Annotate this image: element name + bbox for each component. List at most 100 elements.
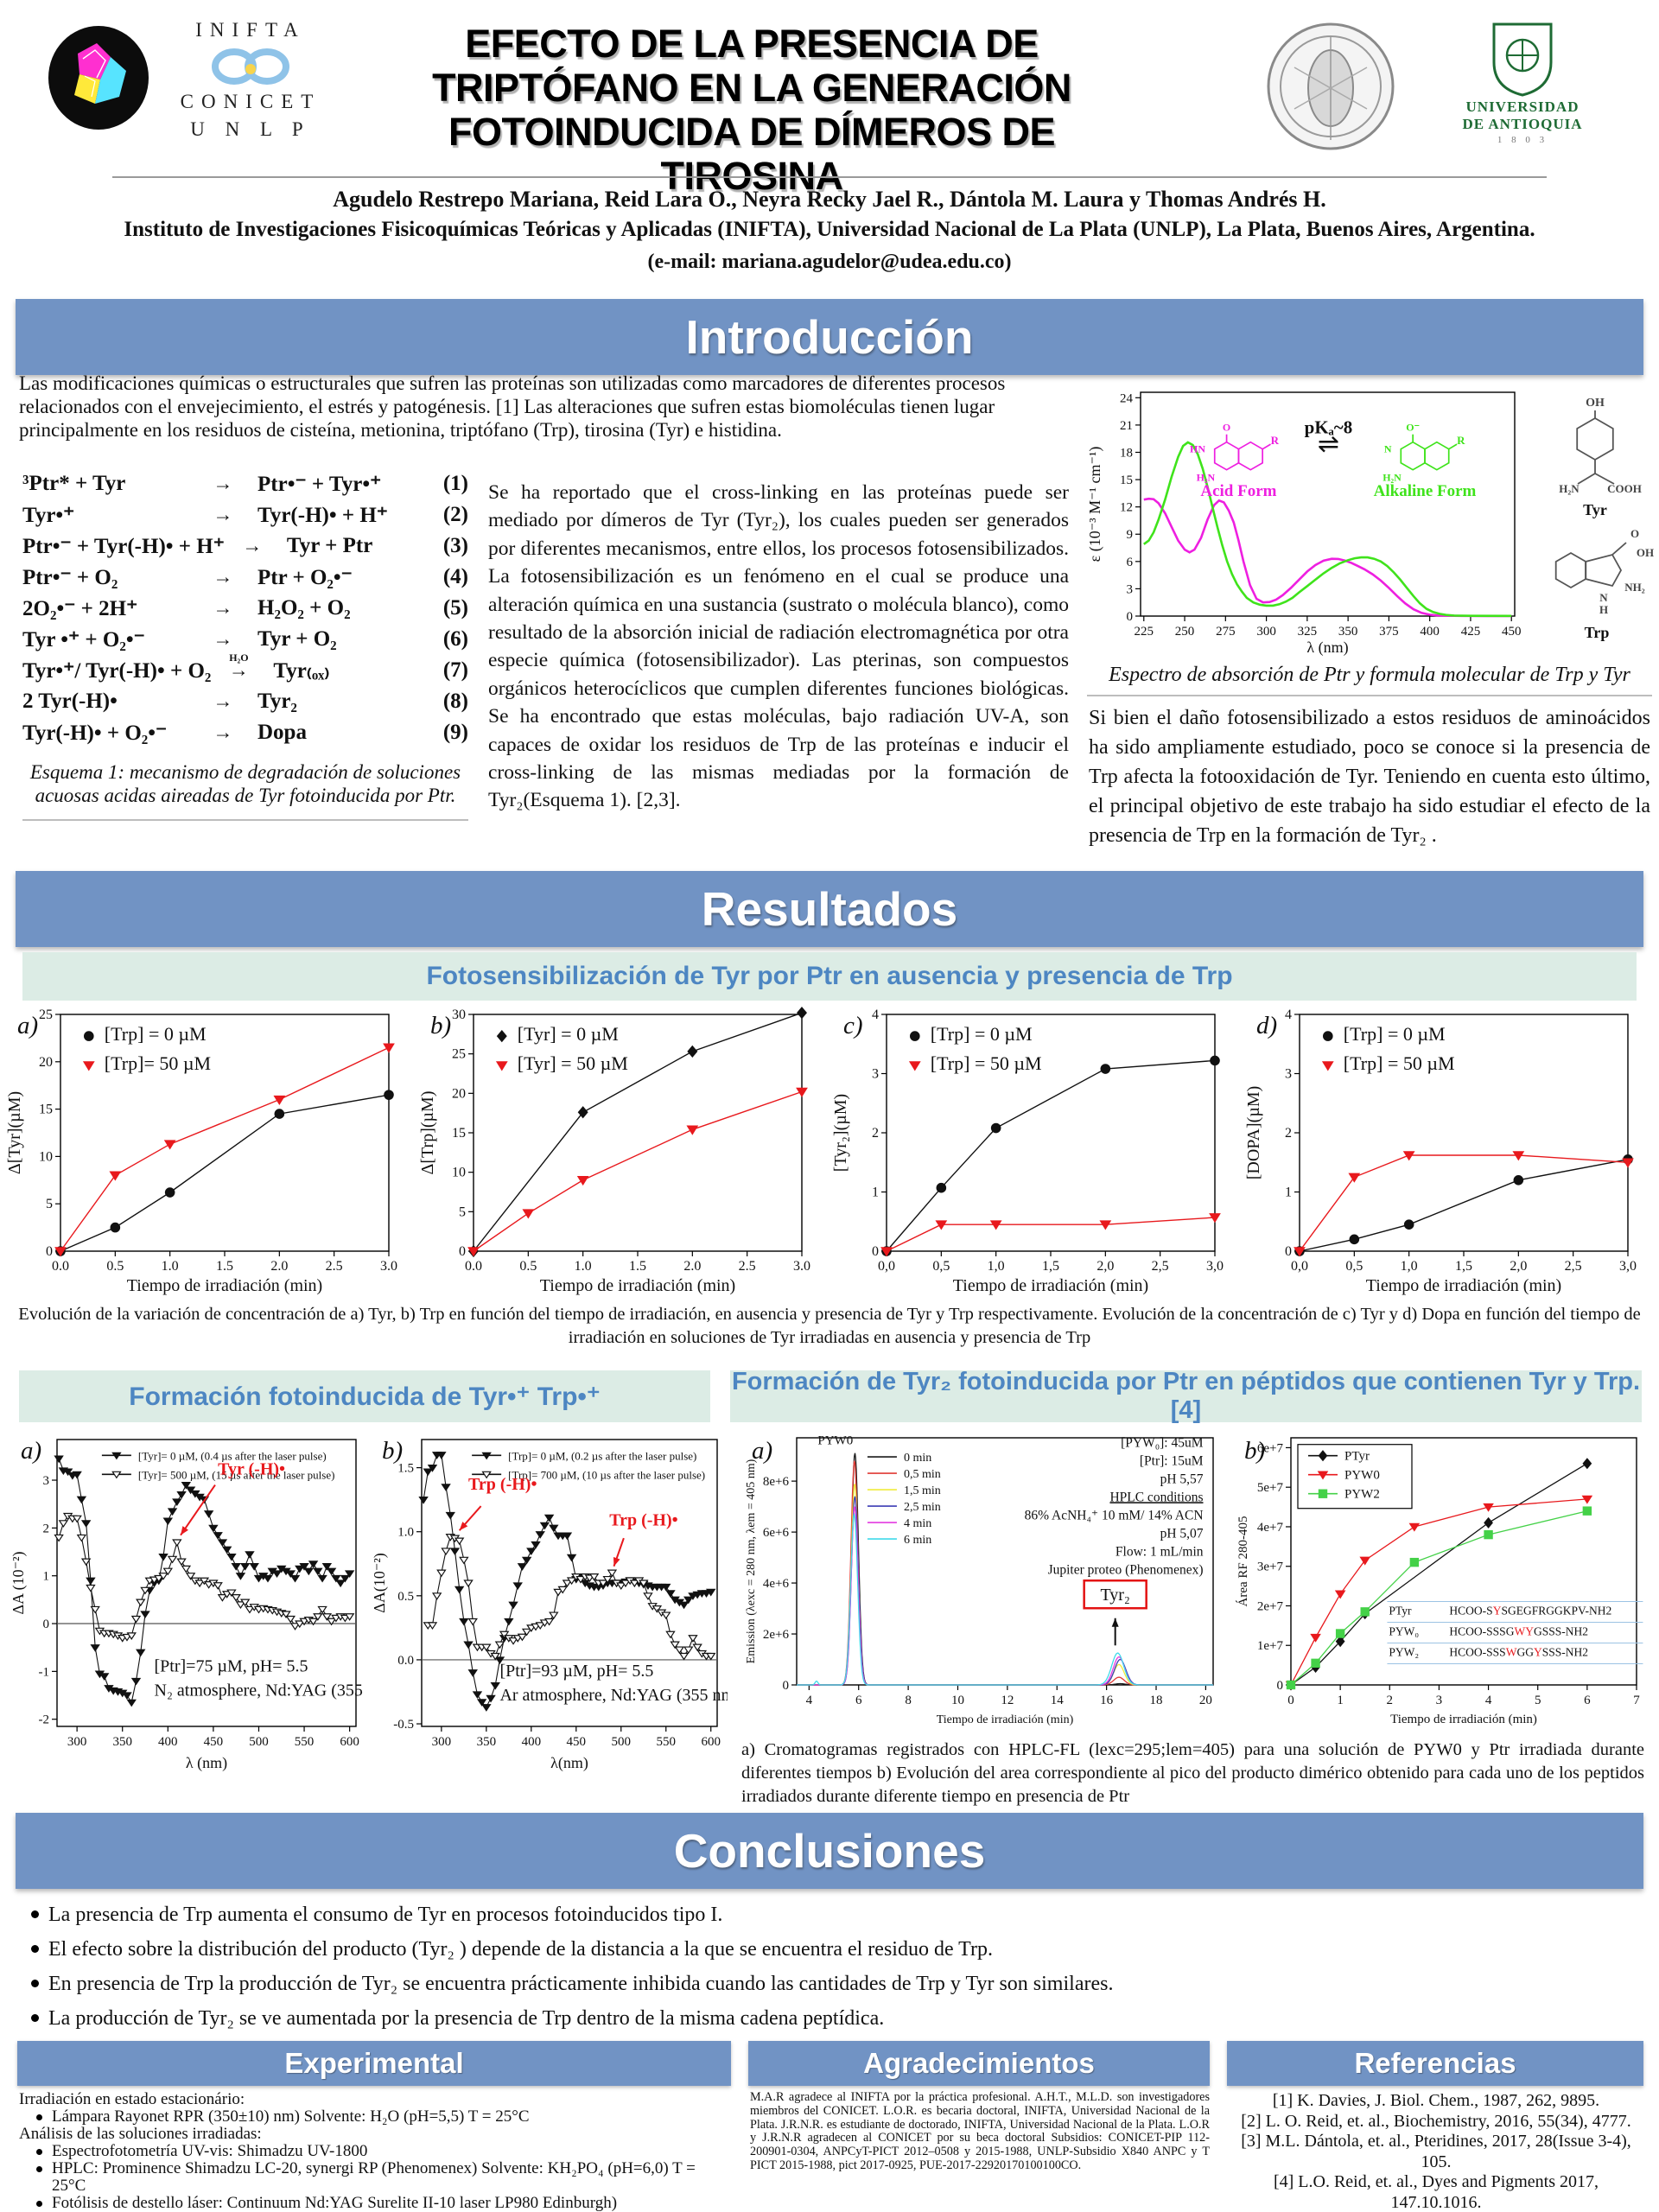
svg-text:1,0: 1,0 [1401,1259,1418,1274]
svg-text:10: 10 [452,1166,466,1180]
svg-text:2: 2 [1285,1126,1292,1141]
svg-text:300: 300 [67,1735,87,1749]
svg-text:[Tyr]= 500 µM, (15 µs after t: [Tyr]= 500 µM, (15 µs after the laser pu… [138,1468,335,1481]
reference-item: [2] L. O. Reid, et. al., Biochemistry, 2… [1241,2111,1631,2131]
subsection-strip-radicales: Formación fotoinducida de Tyr•⁺ Trp•⁺ [19,1370,710,1422]
svg-text:15: 15 [1120,474,1133,487]
svg-text:3: 3 [43,1474,50,1488]
svg-text:pH 5,07: pH 5,07 [1160,1526,1204,1541]
udea-name-line2: DE ANTIOQUIA [1462,116,1583,132]
agradecimientos-content: M.A.R agradece al INIFTA por la práctica… [750,2090,1210,2173]
inifta-label: INIFTA [195,19,306,41]
svg-text:HCOO-SSSGWYGSSS-NH2: HCOO-SSSGWYGSSS-NH2 [1449,1625,1588,1638]
svg-text:0.0: 0.0 [465,1259,482,1274]
svg-text:⇌: ⇌ [1318,429,1339,458]
svg-text:18: 18 [1120,446,1133,460]
results-lower-row: 300 350 400 450 500 550 600 -2 -1 0 1 2 3 λ (nm) ΔA (1… [0,1431,1659,1811]
svg-text:-1: -1 [39,1665,50,1679]
section-band-agradecimientos: Agradecimientos [748,2041,1210,2086]
svg-text:2: 2 [43,1522,50,1535]
svg-text:15: 15 [452,1126,466,1141]
svg-text:5e+7: 5e+7 [1257,1481,1284,1495]
svg-text:N₂ atmosphere, Nd:YAG (355 nm): N₂ atmosphere, Nd:YAG (355 nm) [155,1681,366,1700]
scheme-caption: Esquema 1: mecanismo de degradación de s… [29,761,461,806]
svg-text:30: 30 [452,1007,466,1022]
svg-text:Tiempo de irradiación (min): Tiempo de irradiación (min) [127,1276,322,1295]
section-title-experimental: Experimental [284,2047,464,2079]
svg-text:OH: OH [1637,546,1654,559]
svg-text:R: R [1271,434,1280,447]
conicet-infinity-icon [212,48,289,85]
svg-text:0 min: 0 min [904,1452,931,1465]
svg-text:[Trp]= 50 µM: [Trp]= 50 µM [105,1052,211,1074]
svg-text:H₂N: H₂N [1559,482,1580,495]
svg-text:6e+6: 6e+6 [763,1526,790,1540]
svg-text:PTyr: PTyr [1389,1605,1412,1618]
scheme-rule [22,819,468,821]
svg-text:[Tyr] = 0 µM: [Tyr] = 0 µM [518,1023,619,1045]
svg-text:1,5: 1,5 [1455,1259,1472,1274]
experimental-line: Irradiación en estado estacionário: [19,2090,245,2108]
svg-text:1,0: 1,0 [988,1259,1005,1274]
svg-text:[Trp] = 0 µM: [Trp] = 0 µM [931,1023,1033,1045]
intro-paragraph-2: Se ha reportado que el cross-linking en … [488,481,1069,812]
svg-text:9: 9 [1127,528,1134,542]
reference-item: [1] K. Davies, J. Biol. Chem., 1987, 262… [1272,2091,1600,2110]
svg-text:Tiempo de irradiación (min): Tiempo de irradiación (min) [1390,1713,1537,1726]
svg-text:H₂N: H₂N [1197,472,1216,484]
svg-text:2,5: 2,5 [1152,1259,1169,1274]
svg-text:1.5: 1.5 [629,1259,646,1274]
svg-text:Acid Form: Acid Form [1200,482,1276,500]
svg-text:400: 400 [1420,625,1440,639]
intro-right-rule [1087,695,1652,696]
svg-text:0.5: 0.5 [519,1259,537,1274]
svg-text:1.0: 1.0 [575,1259,592,1274]
svg-text:H: H [1599,603,1608,616]
svg-text:450: 450 [204,1735,224,1749]
svg-text:2: 2 [872,1126,879,1141]
header-rule [112,176,1547,178]
svg-text:20: 20 [452,1086,466,1101]
subsection-title-radicales: Formación fotoinducida de Tyr•⁺ Trp•⁺ [129,1382,601,1411]
conicet-label: CONICET [180,91,321,112]
svg-text:[DOPA](µM): [DOPA](µM) [1246,1086,1263,1180]
svg-text:450: 450 [567,1735,587,1749]
svg-text:4 min: 4 min [904,1517,931,1530]
svg-text:ε (10⁻³ M⁻¹ cm⁻¹): ε (10⁻³ M⁻¹ cm⁻¹) [1087,447,1104,563]
svg-text:14: 14 [1051,1694,1065,1707]
svg-text:HCOO-SYSGEGFRGGKPV-NH2: HCOO-SYSGEGFRGGKPV-NH2 [1449,1605,1611,1618]
experimental-content: Irradiación en estado estacionário: Lámpa… [19,2091,731,2212]
equation-row: Tyr •⁺ + O₂•⁻ → Tyr + O₂ (6) [22,627,468,652]
udea-crest-icon [1492,22,1553,97]
svg-text:2.5: 2.5 [326,1259,343,1274]
svg-text:[Trp]= 0 µM, (0.2 µs after the: [Trp]= 0 µM, (0.2 µs after the laser pul… [508,1449,696,1462]
svg-text:Flow: 1 mL/min: Flow: 1 mL/min [1116,1544,1204,1559]
svg-text:PTyr: PTyr [1344,1450,1370,1464]
section-band-resultados: Resultados [16,871,1643,947]
chart-delta-trp: 0.0 0.5 1.0 1.5 2.0 2.5 3.0 0 5 10 15 20 25 30 Tiempo … [420,1007,810,1295]
svg-text:0: 0 [1127,610,1134,624]
svg-text:COOH: COOH [1607,482,1642,495]
svg-text:pH 5,57: pH 5,57 [1160,1471,1204,1486]
svg-text:0: 0 [43,1618,50,1631]
svg-text:R: R [1457,434,1465,447]
svg-text:λ(nm): λ(nm) [550,1754,588,1772]
equation-row: Tyr•⁺ → Tyr(-H)• + H⁺ (2) [22,503,468,527]
svg-text:PYW2: PYW2 [1344,1488,1380,1502]
svg-text:1: 1 [43,1570,50,1584]
chart-tyr2: 0,0 0,5 1,0 1,5 2,0 2,5 3,0 0 1 2 3 4 Tiempo de irra… [833,1007,1224,1295]
svg-text:[Trp]= 700 µM, (10 µs after th: [Trp]= 700 µM, (10 µs after the laser pu… [508,1468,705,1481]
svg-text:Trp (-H)•: Trp (-H)• [468,1475,537,1494]
section-band-conclusiones: Conclusiones [16,1813,1643,1889]
conclusion-bullet: El efecto sobre la distribución del prod… [24,1932,1636,1967]
svg-text:86% AcNH₄⁺ 10 mM/ 14% ACN: 86% AcNH₄⁺ 10 mM/ 14% ACN [1025,1508,1204,1522]
svg-text:ΔA(10⁻²): ΔA(10⁻²) [372,1553,389,1612]
affiliation-line: Instituto de Investigaciones Fisicoquími… [124,218,1535,241]
svg-text:0: 0 [459,1244,466,1259]
svg-text:Tiempo de irradiación (min): Tiempo de irradiación (min) [540,1276,735,1295]
spectrum-caption: Espectro de absorción de Ptr y formula m… [1109,664,1630,686]
absorption-spectrum-chart: 225 250 275 300 325 350 375 400 425 450 0 3 6 9 12 15 18… [1087,391,1521,657]
svg-text:-2: -2 [39,1713,50,1727]
results-caption-1: Evolución de la variación de concentraci… [18,1305,1641,1347]
